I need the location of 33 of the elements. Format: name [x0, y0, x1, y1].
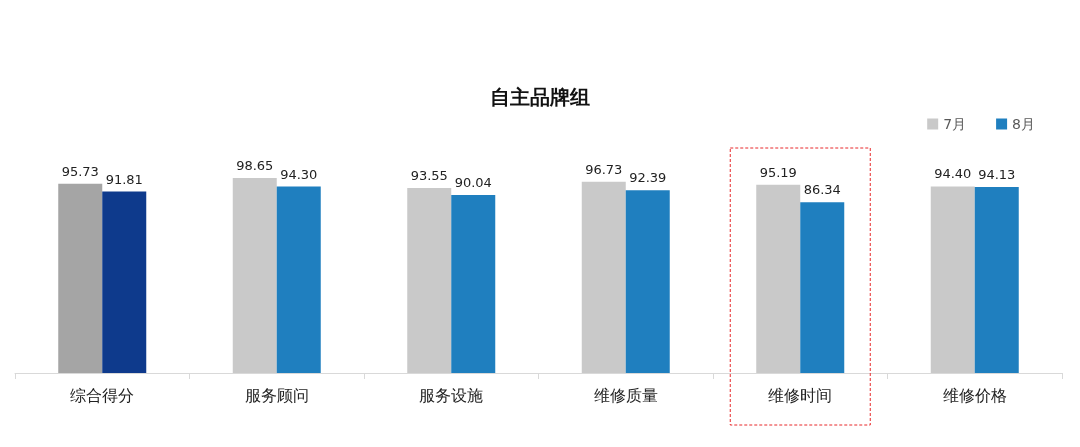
legend-label: 8月: [1012, 116, 1036, 132]
bar: [58, 183, 103, 373]
x-tick-label: 维修时间: [768, 385, 833, 405]
x-tick-label: 综合得分: [70, 385, 135, 405]
x-tick-label: 维修价格: [942, 385, 1007, 405]
bar: [625, 190, 670, 373]
data-label: 94.30: [280, 166, 318, 182]
data-label: 95.73: [61, 163, 99, 179]
x-tick-label: 服务顾问: [244, 385, 309, 405]
data-label: 93.55: [410, 168, 448, 184]
data-label: 90.04: [454, 175, 492, 191]
data-label: 98.65: [236, 158, 274, 173]
x-tick-label: 维修质量: [593, 385, 658, 405]
bar: [102, 191, 147, 373]
bar: [232, 178, 277, 373]
bar: [276, 186, 321, 373]
data-label: 91.81: [105, 171, 143, 187]
data-label: 94.13: [978, 166, 1016, 182]
bar: [756, 184, 801, 373]
bar: [407, 188, 452, 373]
bar: [451, 195, 496, 373]
data-label: 94.40: [934, 166, 972, 182]
data-label: 95.19: [759, 164, 797, 180]
x-tick-label: 服务设施: [419, 385, 484, 405]
data-label: 86.34: [803, 182, 841, 198]
chart-title: 自主品牌组: [490, 85, 590, 109]
data-label: 92.39: [629, 170, 667, 186]
bar: [800, 202, 845, 373]
legend-label: 7月: [943, 116, 967, 132]
bar: [974, 186, 1019, 373]
bar: [581, 181, 626, 373]
bar: [930, 186, 975, 373]
data-label: 96.73: [585, 161, 623, 177]
